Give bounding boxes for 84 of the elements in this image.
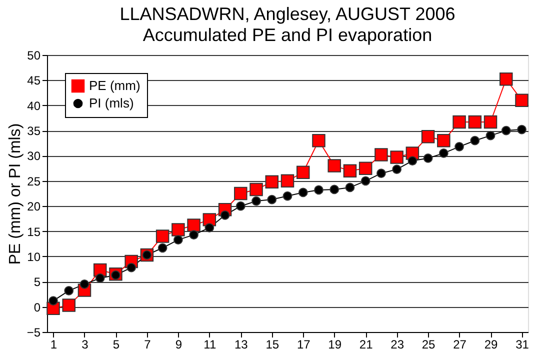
point	[484, 115, 498, 129]
point	[517, 124, 526, 134]
x-tick-label: 25	[422, 338, 436, 352]
point	[298, 188, 308, 198]
x-tick-label: 21	[359, 338, 374, 352]
y-tick-label: 45	[27, 74, 41, 88]
point	[156, 230, 170, 243]
point	[172, 223, 185, 236]
chart-subtitle: Accumulated PE and PI evaporation	[142, 25, 432, 45]
y-tick-label: −5	[26, 326, 41, 340]
point	[282, 191, 292, 201]
point	[468, 115, 482, 129]
y-tick-label: 40	[27, 98, 41, 113]
y-tick-label: 25	[27, 174, 41, 188]
point	[236, 201, 246, 211]
x-tick-label: 5	[112, 338, 120, 352]
legend-label: PI (mls)	[89, 96, 134, 110]
point	[267, 194, 277, 204]
point	[62, 298, 76, 312]
y-tick-label: 5	[34, 275, 41, 290]
y-tick-label: 30	[27, 149, 41, 164]
point	[280, 174, 294, 188]
point	[126, 262, 136, 272]
x-tick-label: 1	[50, 338, 58, 352]
point	[158, 243, 168, 253]
point	[421, 130, 435, 144]
point	[358, 162, 372, 175]
point	[48, 296, 58, 306]
point	[501, 126, 511, 136]
x-tick-label: 7	[144, 338, 152, 352]
point	[438, 148, 448, 158]
point	[360, 176, 370, 186]
point	[189, 230, 198, 240]
point	[95, 273, 105, 283]
legend-label: PE (mm)	[89, 78, 140, 93]
y-tick-label: 35	[27, 124, 41, 138]
point	[204, 223, 214, 232]
point	[174, 235, 183, 245]
y-tick-label: 50	[27, 48, 41, 62]
point	[343, 164, 357, 178]
x-tick-label: 31	[516, 338, 530, 352]
x-tick-label: 11	[204, 338, 216, 352]
y-axis-title: PE (mm) or PI (mls)	[6, 123, 24, 265]
point	[500, 72, 513, 86]
y-tick-label: 0	[34, 300, 41, 314]
x-tick-label: 27	[453, 338, 467, 352]
y-tick-label: 10	[27, 250, 41, 264]
point	[390, 150, 404, 164]
point	[345, 182, 355, 192]
point	[312, 134, 326, 148]
point	[454, 142, 464, 152]
x-tick-label: 19	[328, 338, 342, 352]
x-tick-label: 29	[484, 338, 498, 352]
y-tick-label: 15	[27, 224, 41, 239]
x-tick-label: 9	[175, 338, 182, 352]
point	[376, 168, 386, 178]
point	[486, 130, 496, 140]
point	[187, 218, 200, 232]
point	[392, 164, 402, 174]
point	[234, 186, 248, 200]
point	[452, 115, 466, 129]
point	[314, 185, 324, 195]
point	[330, 184, 340, 194]
point	[408, 156, 418, 166]
point	[374, 148, 388, 162]
x-tick-label: 3	[82, 338, 89, 352]
point	[515, 94, 528, 107]
y-tick-label: 20	[27, 200, 41, 214]
point	[80, 279, 90, 289]
x-tick-label: 23	[390, 338, 404, 352]
x-tick-label: 13	[234, 338, 248, 352]
point	[437, 134, 450, 148]
chart-title: LLANSADWRN, Anglesey, AUGUST 2006	[120, 4, 456, 24]
point	[328, 159, 341, 172]
point	[423, 154, 433, 163]
x-tick-label: 17	[296, 338, 311, 352]
point	[265, 175, 279, 189]
point	[250, 182, 263, 196]
x-tick-label: 15	[266, 338, 280, 352]
point	[470, 136, 480, 146]
point	[64, 286, 74, 296]
point	[220, 210, 230, 220]
point	[296, 166, 310, 179]
point	[252, 196, 261, 206]
